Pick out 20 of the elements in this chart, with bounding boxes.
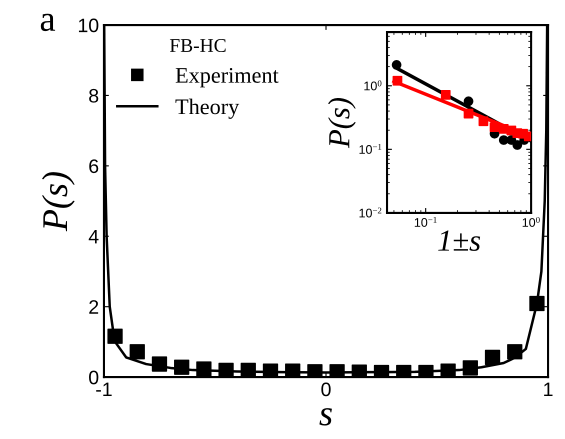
y-tick-label: 10$^{0}$: [364, 80, 382, 90]
x-tick-label: 1: [544, 382, 553, 396]
y-axis-title: P(s): [42, 172, 75, 232]
legend-title: FB-HC: [170, 38, 226, 52]
x-axis-title: s: [319, 408, 332, 426]
y-tick-label: 0: [89, 370, 98, 384]
text: a: [40, 14, 56, 32]
y-tick-label: 6: [89, 159, 98, 174]
y-tick-label: 10$^{−1}$: [359, 144, 382, 154]
y-tick-label: 10$^{−2}$: [359, 208, 382, 218]
x-tick-label: 0: [321, 382, 331, 396]
legend-label: Theory: [175, 98, 240, 119]
y-tick-label: 2: [89, 300, 98, 314]
y-tick-label: 4: [88, 230, 99, 244]
legend-label: Experiment: [176, 68, 279, 88]
x-tick-label: -1: [96, 382, 112, 396]
y-axis-title: P(s): [328, 98, 356, 148]
x-axis-title: 1±s: [438, 230, 480, 251]
y-tick-label: 8: [89, 88, 98, 103]
y-tick-label: 10: [78, 18, 98, 32]
